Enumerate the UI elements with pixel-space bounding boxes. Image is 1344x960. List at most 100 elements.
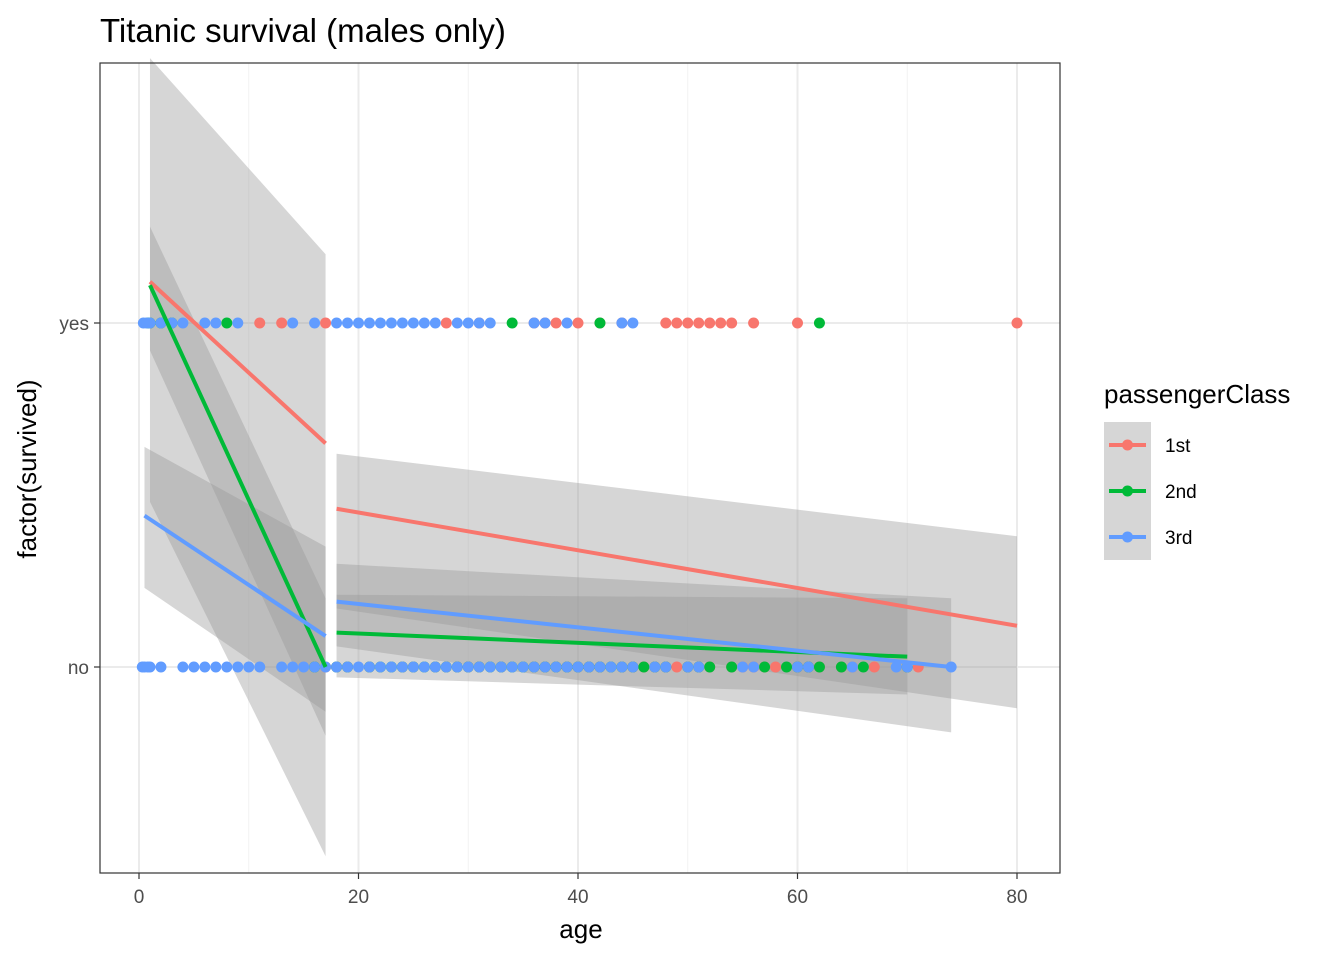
legend-key-point [1122, 439, 1133, 451]
data-point [671, 661, 683, 673]
legend-key-point [1122, 531, 1133, 543]
data-point [353, 317, 364, 329]
data-point [517, 661, 529, 673]
data-point [232, 661, 244, 673]
data-point [210, 317, 222, 329]
x-tick-label: 60 [787, 887, 808, 908]
data-point [199, 661, 211, 673]
data-point [451, 317, 463, 329]
data-point [331, 661, 343, 673]
data-point [385, 317, 397, 329]
data-point [649, 661, 661, 673]
data-point [813, 661, 825, 673]
x-tick-label: 80 [1006, 887, 1027, 908]
fit-line [148, 284, 328, 668]
data-point [462, 661, 474, 673]
data-point [627, 317, 639, 329]
data-point [660, 317, 672, 329]
data-point [484, 317, 496, 329]
data-point [835, 661, 847, 673]
data-point [309, 661, 321, 673]
data-point [429, 661, 441, 673]
data-point [693, 317, 705, 329]
data-point [572, 661, 584, 673]
data-point [374, 317, 386, 329]
legend-title: passengerClass [1104, 379, 1290, 409]
x-tick-label: 20 [348, 887, 369, 908]
confidence-band [336, 453, 1017, 709]
data-point [561, 317, 573, 329]
confidence-band [149, 58, 326, 857]
y-axis-title: factor(survived) [12, 379, 42, 558]
x-tick-label: 40 [567, 887, 588, 908]
data-point [353, 661, 364, 673]
data-point [846, 661, 858, 673]
data-point [342, 661, 354, 673]
data-point [539, 317, 551, 329]
y-tick-label: yes [59, 314, 89, 335]
data-point [550, 661, 562, 673]
data-point [473, 317, 485, 329]
data-point [528, 661, 540, 673]
data-point [199, 317, 211, 329]
fit-line [143, 513, 327, 638]
data-point [627, 661, 639, 673]
chart-title: Titanic survival (males only) [100, 12, 506, 49]
data-point [177, 661, 189, 673]
data-point [363, 317, 375, 329]
x-tick-label: 0 [134, 887, 145, 908]
data-point [594, 661, 606, 673]
data-point [144, 661, 156, 673]
data-point [342, 317, 354, 329]
data-point [177, 317, 189, 329]
data-point [682, 661, 694, 673]
confidence-band [336, 563, 952, 733]
data-point [418, 317, 430, 329]
data-point [254, 317, 266, 329]
data-point [682, 317, 694, 329]
data-point [462, 317, 474, 329]
data-point [374, 661, 386, 673]
data-point [506, 661, 518, 673]
data-point [155, 661, 167, 673]
data-point [890, 661, 902, 673]
data-point [276, 317, 288, 329]
data-point [440, 661, 452, 673]
data-point [320, 317, 332, 329]
legend-label: 3rd [1165, 528, 1192, 549]
data-point [385, 661, 397, 673]
data-point [243, 661, 255, 673]
data-point [484, 661, 496, 673]
data-point [616, 661, 628, 673]
legend-label: 2nd [1165, 482, 1197, 503]
data-point [594, 317, 606, 329]
data-point [638, 661, 650, 673]
data-point [868, 661, 880, 673]
data-point [770, 661, 782, 673]
data-point [726, 661, 738, 673]
data-point [440, 317, 452, 329]
data-point [254, 661, 266, 673]
data-point [396, 317, 408, 329]
data-point [221, 317, 233, 329]
confidence-band [144, 446, 326, 712]
data-point [331, 317, 343, 329]
data-point [561, 661, 573, 673]
fit-line [336, 599, 952, 669]
data-point [363, 661, 375, 673]
data-point [539, 661, 551, 673]
data-point [857, 661, 869, 673]
panel-border [99, 62, 1061, 874]
data-point [221, 661, 233, 673]
data-point [550, 317, 562, 329]
data-point [616, 317, 628, 329]
data-point [396, 661, 408, 673]
data-point [792, 317, 803, 329]
data-point [210, 661, 222, 673]
legend-key-point [1122, 485, 1133, 497]
data-point [451, 661, 463, 673]
y-tick-label: no [68, 658, 89, 679]
legend: passengerClass 1st 2nd 3rd [1104, 379, 1290, 560]
data-point [232, 317, 244, 329]
data-point [473, 661, 485, 673]
